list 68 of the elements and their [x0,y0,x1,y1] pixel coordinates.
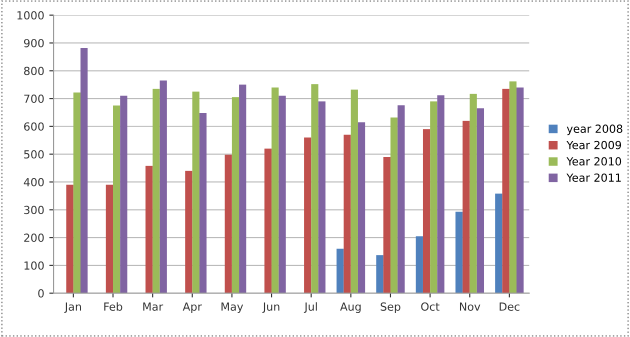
bar [336,248,344,294]
bar [502,88,510,294]
x-tick-label: May [222,302,244,313]
bar [239,84,246,294]
x-tick-label: Aug [340,302,361,313]
bar [264,148,272,294]
bar [516,87,524,294]
bar [73,92,81,294]
bar [437,95,444,294]
bar [160,80,167,294]
bar [358,122,366,294]
x-tick-label: Jul [304,302,317,313]
bar [495,194,502,294]
bar [476,108,484,294]
y-tick-label: 800 [24,66,44,76]
y-tick-label: 900 [24,38,44,48]
x-tick-label: Feb [104,302,122,311]
bar [232,97,240,294]
bar [398,105,405,294]
bar [470,94,477,294]
bar [199,113,207,294]
y-tick-label: 400 [24,178,44,186]
bar [383,156,390,294]
bar [416,236,423,294]
x-tick-label: Oct [421,302,440,311]
y-tick-label: 600 [24,122,44,131]
y-tick-label: 700 [24,94,44,103]
x-tick-label: Mar [143,302,164,311]
x-tick-label: Jun [262,302,280,313]
bar [106,184,114,294]
legend-label: Year 2009 [566,140,622,150]
bar [192,92,200,294]
y-tick-label: 100 [24,261,44,270]
bar [272,87,279,294]
bar [422,129,430,294]
x-tick-label: Sep [380,302,400,313]
y-tick-label: 300 [24,206,44,214]
bar [80,48,88,294]
bar [185,170,192,294]
x-tick-label: Jan [64,302,81,313]
bar [455,212,463,294]
bar [120,96,128,294]
bar [350,90,358,294]
y-tick-label: 500 [24,150,44,159]
bar [113,106,120,294]
bar [390,117,398,294]
bar [278,96,286,294]
bar [462,120,470,294]
x-tick-label: Apr [182,302,202,313]
bar [66,184,74,294]
y-tick-label: 0 [38,289,44,298]
bar [311,84,318,294]
legend-label: Year 2011 [566,173,621,182]
legend-label: year 2008 [566,124,622,136]
bar [318,101,326,294]
bar [344,134,351,294]
legend-label: Year 2010 [566,157,622,166]
bar [224,154,232,294]
bar [509,81,517,294]
bar [304,137,312,294]
bar [146,166,153,294]
bar [376,255,384,294]
y-tick-label: 1000 [17,11,44,20]
bar [152,88,160,294]
bar [430,101,438,294]
y-tick-label: 200 [24,234,44,242]
x-tick-label: Nov [460,302,480,311]
x-tick-label: Dec [500,302,520,311]
